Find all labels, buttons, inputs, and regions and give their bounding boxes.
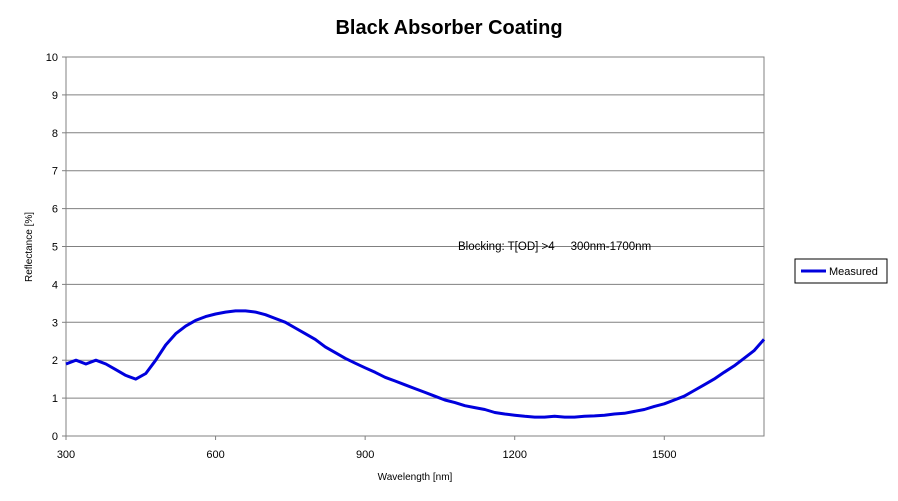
x-tick-label: 600 <box>206 449 224 461</box>
y-tick-label: 10 <box>46 52 58 64</box>
annotation-blocking: Blocking: T[OD] >4 300nm-1700nm <box>458 241 651 253</box>
y-tick-label: 7 <box>52 166 58 178</box>
y-tick-label: 2 <box>52 355 58 367</box>
y-tick-label: 4 <box>52 279 58 291</box>
y-tick-label: 3 <box>52 317 58 329</box>
series-line-measured <box>65 309 766 419</box>
y-tick-label: 0 <box>52 431 58 443</box>
series-layer <box>65 309 766 419</box>
x-axis: 300 600 900 1200 1500 <box>57 436 677 461</box>
x-tick-label: 900 <box>356 449 374 461</box>
y-axis: 0 1 2 3 4 5 6 7 8 9 10 <box>46 52 66 443</box>
gridlines <box>66 94 764 399</box>
legend-label-measured: Measured <box>829 266 878 278</box>
y-tick-label: 6 <box>52 204 58 216</box>
y-tick-label: 9 <box>52 90 58 102</box>
x-tick-label: 300 <box>57 449 75 461</box>
y-tick-label: 5 <box>52 242 58 254</box>
x-axis-label: Wavelength [nm] <box>378 472 453 483</box>
legend: Measured <box>794 258 888 284</box>
y-axis-label: Reflectance [%] <box>24 212 35 282</box>
chart-title: Black Absorber Coating <box>335 17 562 39</box>
x-tick-label: 1500 <box>652 449 676 461</box>
x-tick-label: 1200 <box>502 449 526 461</box>
y-tick-label: 1 <box>52 393 58 405</box>
y-tick-label: 8 <box>52 128 58 140</box>
